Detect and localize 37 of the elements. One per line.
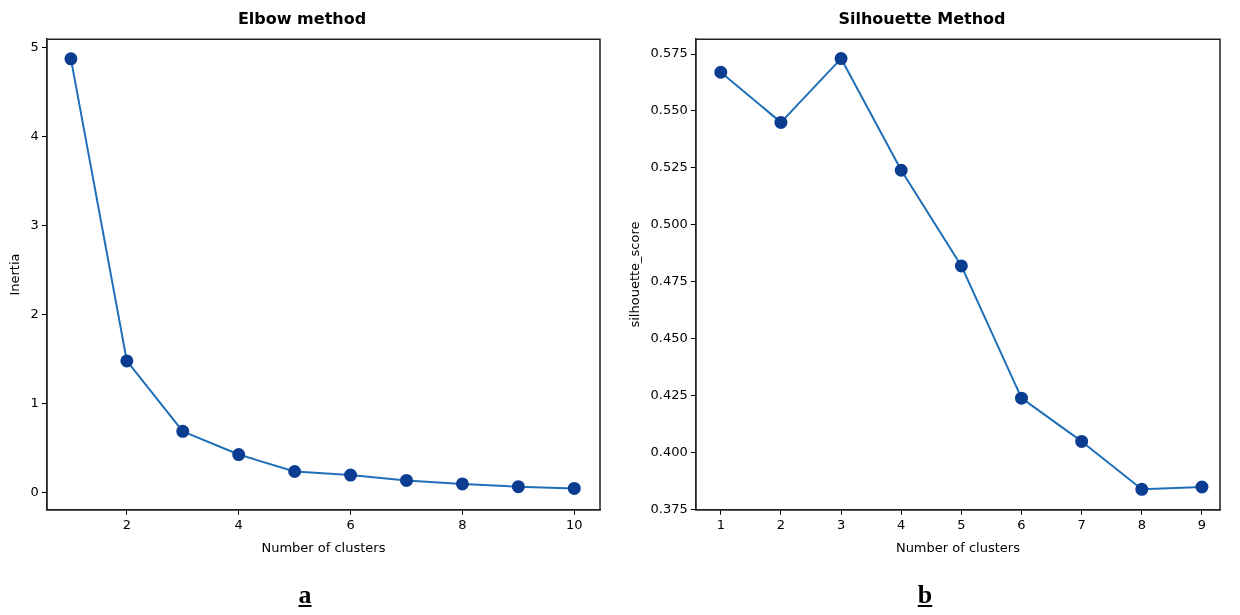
x-tick-label: 9 — [1197, 516, 1207, 532]
x-tick-label: 8 — [458, 516, 467, 532]
x-axis-title: Number of clusters — [895, 539, 1021, 555]
y-tick-label: 0.525 — [650, 159, 688, 175]
y-tick-label: 0.400 — [650, 444, 688, 460]
y-tick-label: 3 — [30, 216, 39, 232]
x-tick-label: 10 — [566, 516, 583, 532]
y-tick-label: 0.375 — [650, 501, 688, 517]
x-tick-label: 6 — [1017, 516, 1026, 532]
y-axis-title: silhouette_score — [627, 221, 643, 328]
x-tick-label: 7 — [1077, 516, 1086, 532]
y-tick-label: 5 — [30, 38, 39, 54]
x-tick-label: 4 — [234, 516, 243, 532]
y-tick-label: 0.450 — [650, 330, 688, 346]
x-tick-label: 8 — [1137, 516, 1146, 532]
y-tick-label: 2 — [30, 305, 39, 321]
x-tick-label: 6 — [346, 516, 355, 532]
x-tick-label: 3 — [836, 516, 846, 532]
chart-title: Elbow method — [237, 8, 367, 28]
y-tick-label: 0.575 — [650, 45, 688, 61]
y-axis-title: Inertia — [7, 253, 23, 296]
x-tick-label: 4 — [897, 516, 906, 532]
y-tick-label: 0.550 — [650, 102, 688, 118]
y-tick-label: 4 — [30, 127, 39, 143]
x-tick-label: 2 — [122, 516, 131, 532]
x-axis-title: Number of clusters — [261, 539, 386, 555]
y-tick-label: 0.500 — [650, 216, 688, 232]
y-tick-label: 0.425 — [650, 387, 688, 403]
x-tick-label: 5 — [957, 516, 966, 532]
x-tick-label: 1 — [716, 516, 725, 532]
y-tick-label: 1 — [30, 395, 39, 411]
text: a — [297, 580, 313, 610]
x-tick-label: 2 — [776, 516, 786, 532]
text: b — [916, 580, 934, 610]
y-tick-label: 0 — [30, 484, 39, 500]
chart-title: Silhouette Method — [838, 8, 1006, 28]
y-tick-label: 0.475 — [650, 273, 688, 289]
